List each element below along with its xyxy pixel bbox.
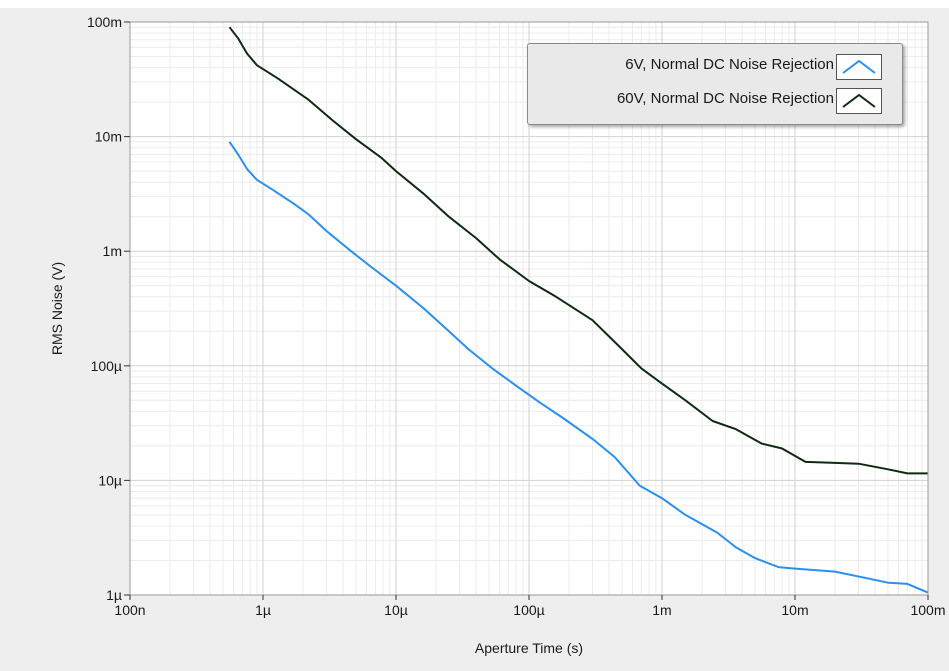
series-line-60v [228,26,928,475]
y-tick-label: 1m [103,243,122,259]
x-tick-label: 10µ [384,602,408,618]
legend-item-6v: 6V, Normal DC Noise Rejection [528,50,900,82]
x-tick-label: 100µ [513,602,544,618]
y-tick-label: 100m [87,14,122,30]
x-tick-label: 100m [910,602,945,618]
y-tick-label: 1µ [106,587,122,603]
grid-layer [129,21,929,596]
legend-swatch-6v [836,54,882,80]
x-tick-label: 10m [781,602,808,618]
x-tick-label: 100n [114,602,145,618]
x-tick-label: 1m [652,602,671,618]
legend: 6V, Normal DC Noise Rejection 60V, Norma… [527,43,903,125]
legend-item-60v: 60V, Normal DC Noise Rejection [528,84,900,116]
legend-label-6v: 6V, Normal DC Noise Rejection [625,56,834,73]
legend-swatch-60v [836,88,882,114]
x-tick-label: 1µ [255,602,271,618]
y-tick-label: 10µ [98,472,122,488]
legend-label-60v: 60V, Normal DC Noise Rejection [616,90,834,107]
x-axis-title: Aperture Time (s) [475,640,583,656]
y-tick-label: 100µ [91,358,122,374]
series-line-6v [228,141,929,594]
series-layer [228,26,929,594]
top-strip [0,0,949,8]
y-tick-label: 10m [95,129,122,145]
y-axis-title: RMS Noise (V) [49,262,65,355]
